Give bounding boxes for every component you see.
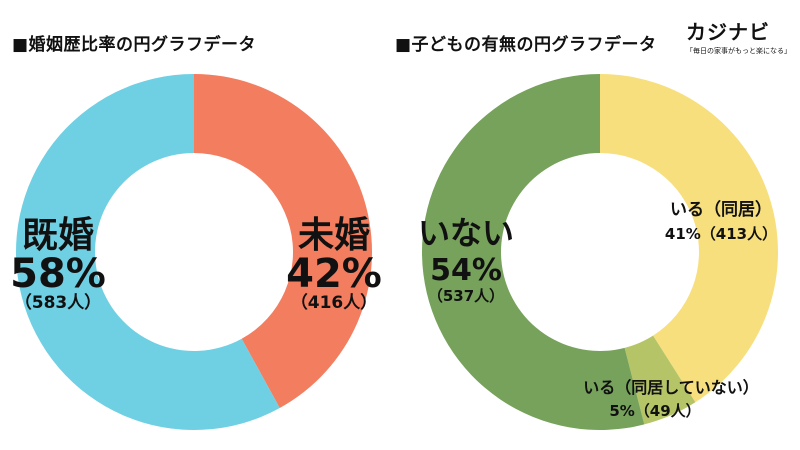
no-children-count: （537人）: [428, 287, 504, 305]
kajinavi-logo: カジナビ 「毎日の家事がもっと楽になる」: [686, 16, 796, 56]
no-children-label: いない: [418, 214, 514, 252]
children-chart-title: ■子どもの有無の円グラフデータ: [395, 35, 657, 55]
married-count: （583人）: [15, 292, 102, 313]
logo-text: カジナビ: [686, 20, 770, 44]
label-children-not-cohabiting: いる（同居していない） 5%（49人）: [583, 378, 759, 420]
children-not-cohabiting-label: いる（同居していない）: [583, 378, 759, 397]
children-status-donut: [422, 74, 779, 430]
children-cohabiting-value: 41%（413人）: [665, 225, 777, 243]
married-percent: 58%: [10, 251, 106, 297]
label-children-cohabiting: いる（同居） 41%（413人）: [665, 199, 777, 243]
marital-chart-title: ■婚姻歴比率の円グラフデータ: [12, 35, 257, 55]
label-unmarried: 未婚 42% （416人）: [286, 215, 382, 313]
children-slice-2: [422, 74, 645, 430]
children-slice-1: [624, 335, 696, 425]
children-slice-0: [600, 74, 779, 403]
unmarried-percent: 42%: [286, 251, 382, 297]
unmarried-label: 未婚: [298, 215, 370, 256]
marital-status-donut: [16, 74, 373, 430]
married-label: 既婚: [22, 215, 94, 256]
label-no-children: いない 54% （537人）: [418, 214, 514, 305]
marital-slice-1: [16, 74, 280, 430]
logo-tagline: 「毎日の家事がもっと楽になる」: [686, 47, 791, 55]
no-children-percent: 54%: [430, 253, 502, 288]
children-not-cohabiting-value: 5%（49人）: [609, 402, 700, 420]
label-married: 既婚 58% （583人）: [10, 215, 106, 313]
unmarried-count: （416人）: [291, 292, 378, 313]
children-cohabiting-label: いる（同居）: [670, 199, 772, 220]
marital-slice-0: [194, 74, 373, 408]
